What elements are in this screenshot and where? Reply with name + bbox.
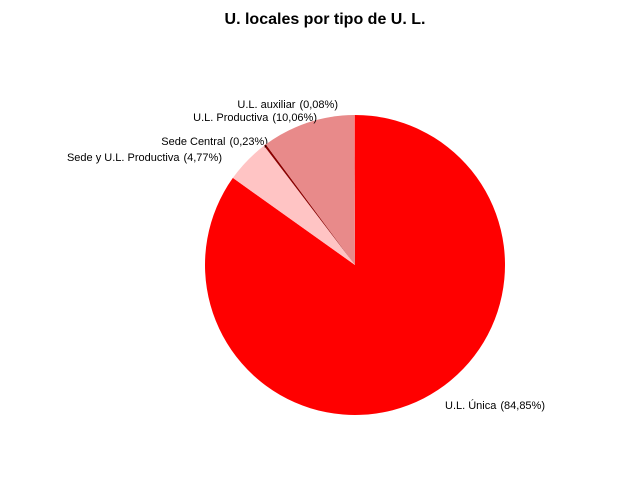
slice-label: U.L. Única (84,85%)	[445, 399, 545, 412]
slice-value-label: (4,77%)	[183, 152, 222, 164]
pie-slice	[232, 145, 355, 265]
slice-value-label: (0,08%)	[299, 99, 338, 111]
slice-category: U.L. Única	[445, 399, 497, 412]
slice-label: U.L. auxiliar (0,08%)	[237, 99, 338, 111]
slice-label: U.L. Productiva (10,06%)	[193, 112, 317, 124]
slice-category: U.L. auxiliar	[237, 99, 295, 111]
pie-slice	[354, 115, 355, 265]
pie-slice	[265, 115, 355, 265]
slice-value-label: (10,06%)	[272, 112, 317, 124]
slice-category: Sede y U.L. Productiva	[67, 152, 180, 164]
slice-label: Sede Central (0,23%)	[161, 136, 268, 148]
pie-slice	[264, 144, 355, 265]
chart-title: U. locales por tipo de U. L.	[225, 11, 426, 28]
slice-value-label: (0,23%)	[229, 136, 268, 148]
slice-category: U.L. Productiva	[193, 112, 269, 124]
slice-category: Sede Central	[161, 136, 225, 148]
slice-label: Sede y U.L. Productiva (4,77%)	[67, 152, 222, 164]
slice-value-label: (84,85%)	[500, 400, 545, 412]
